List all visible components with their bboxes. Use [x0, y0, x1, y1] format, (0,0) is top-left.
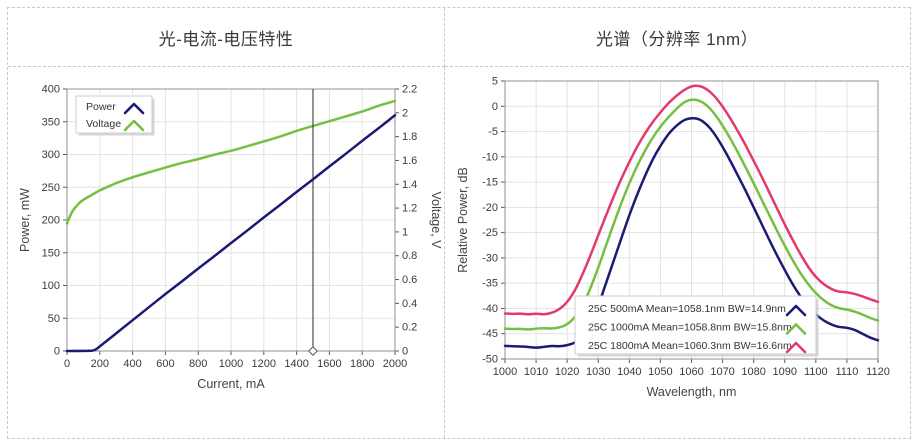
y-right-tick-label: 1.2 — [402, 203, 417, 215]
series-line-green — [65, 99, 397, 225]
liv-chart-svg: 0 200 400 600 800 1000 1200 1400 1600 1800 2000050… — [18, 84, 443, 392]
legend-box — [574, 295, 817, 355]
legend-item-label: 25C 1800mA Mean=1060.3nm BW=16.6nm — [588, 340, 792, 352]
legend-item-label: 25C 500mA Mean=1058.1nm BW=14.9nm — [588, 303, 786, 315]
x-tick-label: 200 — [91, 358, 109, 370]
x-tick-label: 1800 — [350, 358, 374, 370]
y-right-axis-title: Voltage, V — [429, 192, 443, 250]
x-tick-label: 1090 — [773, 366, 797, 378]
x-tick-label: 1200 — [252, 358, 276, 370]
x-tick-label: 1010 — [524, 366, 548, 378]
y-left-tick-label: -5 — [488, 126, 498, 138]
liv-chart[interactable]: 0 200 400 600 800 1000 1200 1400 1600 1800 2000 0 50… — [8, 67, 444, 438]
y-right-tick-label: 0 — [402, 346, 408, 358]
y-left-tick-label: 50 — [48, 313, 60, 325]
x-tick-label: 1060 — [679, 366, 703, 378]
x-tick-label: 1030 — [586, 366, 610, 378]
axes: 1000 1010 1020 1030 1040 1050 1060 1070 1080 1090… — [482, 76, 890, 379]
y-left-tick-label: -10 — [482, 151, 498, 163]
legend: 25C 500mA Mean=1058.1nm BW=14.9nm 25C 100… — [574, 295, 819, 357]
x-tick-label: 1100 — [804, 366, 828, 378]
legend: Power Voltage — [75, 95, 155, 136]
x-tick-label: 0 — [64, 358, 70, 370]
legend-item-label: Power — [86, 101, 116, 113]
cursor-handle-icon[interactable] — [308, 346, 318, 356]
series-line-navy — [65, 113, 397, 353]
x-axis-title: Current, mA — [197, 377, 265, 391]
spectrum-chart[interactable]: 1000 1010 1020 1030 1040 1050 1060 1070 1080 1090… — [445, 67, 909, 438]
y-left-axis-title: Relative Power, dB — [456, 167, 470, 273]
x-tick-label: 1080 — [741, 366, 765, 378]
series-group — [65, 99, 397, 353]
y-left-tick-label: 0 — [54, 346, 60, 358]
x-tick-label: 800 — [189, 358, 207, 370]
legend-item-label: Voltage — [86, 118, 121, 130]
legend-series-glyph — [785, 341, 807, 354]
legend-item-label: 25C 1000mA Mean=1058.8nm BW=15.8nm — [588, 322, 792, 334]
y-left-tick-label: 400 — [42, 84, 60, 96]
x-tick-label: 1070 — [710, 366, 734, 378]
x-tick-label: 1050 — [648, 366, 672, 378]
y-left-tick-label: 5 — [492, 76, 498, 88]
y-right-tick-label: 1.8 — [402, 131, 417, 143]
y-right-tick-label: 1 — [402, 226, 408, 238]
y-left-tick-label: -20 — [482, 202, 498, 214]
series-line-pink — [503, 84, 880, 316]
x-tick-label: 1000 — [219, 358, 243, 370]
y-left-tick-label: 200 — [42, 215, 60, 227]
liv-chart-cell: 0 200 400 600 800 1000 1200 1400 1600 1800 2000 0 50… — [8, 67, 445, 438]
y-right-tick-label: 0.2 — [402, 322, 417, 334]
y-left-tick-label: 250 — [42, 182, 60, 194]
legend-series-glyph — [123, 119, 145, 132]
x-tick-label: 1400 — [284, 358, 308, 370]
liv-title-cell: 光-电流-电压特性 — [8, 8, 445, 67]
y-left-tick-label: -40 — [482, 303, 498, 315]
spectrum-chart-cell: 1000 1010 1020 1030 1040 1050 1060 1070 1080 1090… — [445, 67, 909, 438]
y-left-tick-label: -45 — [482, 328, 498, 340]
spectrum-panel-title: 光谱（分辨率 1nm） — [595, 29, 759, 49]
y-right-tick-label: 0.4 — [402, 298, 417, 310]
x-tick-label: 1020 — [555, 366, 579, 378]
y-left-tick-label: -25 — [482, 227, 498, 239]
spectrum-title-cell: 光谱（分辨率 1nm） — [445, 8, 909, 67]
liv-panel-title: 光-电流-电压特性 — [158, 29, 294, 49]
legend-series-glyph — [123, 102, 145, 115]
plot-frame — [66, 88, 396, 352]
axes: 0 200 400 600 800 1000 1200 1400 1600 1800 2000050… — [42, 84, 418, 371]
x-tick-label: 600 — [156, 358, 174, 370]
x-tick-label: 2000 — [383, 358, 407, 370]
x-tick-label: 1600 — [317, 358, 341, 370]
y-left-tick-label: -35 — [482, 278, 498, 290]
x-tick-label: 400 — [123, 358, 141, 370]
gridlines — [67, 89, 395, 351]
legend-series-glyph — [785, 304, 807, 317]
y-right-tick-label: 0.8 — [402, 250, 417, 262]
gridlines — [505, 81, 878, 359]
x-axis-title: Wavelength, nm — [647, 385, 737, 399]
y-left-tick-label: 150 — [42, 247, 60, 259]
x-tick-label: 1040 — [617, 366, 641, 378]
y-right-tick-label: 2 — [402, 107, 408, 119]
spectrum-chart-svg: 1000 1010 1020 1030 1040 1050 1060 1070 1080 1090… — [456, 76, 890, 400]
plot-frame — [504, 80, 879, 360]
y-left-tick-label: -30 — [482, 252, 498, 264]
y-left-tick-label: 0 — [492, 101, 498, 113]
y-left-tick-label: 300 — [42, 149, 60, 161]
series-line-green — [503, 98, 880, 331]
y-right-tick-label: 1.6 — [402, 155, 417, 167]
y-left-tick-label: -50 — [482, 354, 498, 366]
y-left-tick-label: 350 — [42, 116, 60, 128]
y-left-tick-label: 100 — [42, 280, 60, 292]
y-right-tick-label: 2.2 — [402, 84, 417, 96]
x-tick-label: 1000 — [493, 366, 517, 378]
graph-cursor[interactable] — [308, 89, 318, 356]
y-right-tick-label: 0.6 — [402, 274, 417, 286]
legend-series-glyph — [785, 323, 807, 335]
y-left-axis-title: Power, mW — [18, 188, 32, 252]
x-tick-label: 1110 — [835, 366, 858, 378]
y-left-tick-label: -15 — [482, 177, 498, 189]
x-tick-label: 1120 — [866, 366, 890, 378]
report-table: 光-电流-电压特性 光谱（分辨率 1nm） 0 200 400 600 800 1000 1… — [7, 7, 911, 439]
y-right-tick-label: 1.4 — [402, 179, 417, 191]
